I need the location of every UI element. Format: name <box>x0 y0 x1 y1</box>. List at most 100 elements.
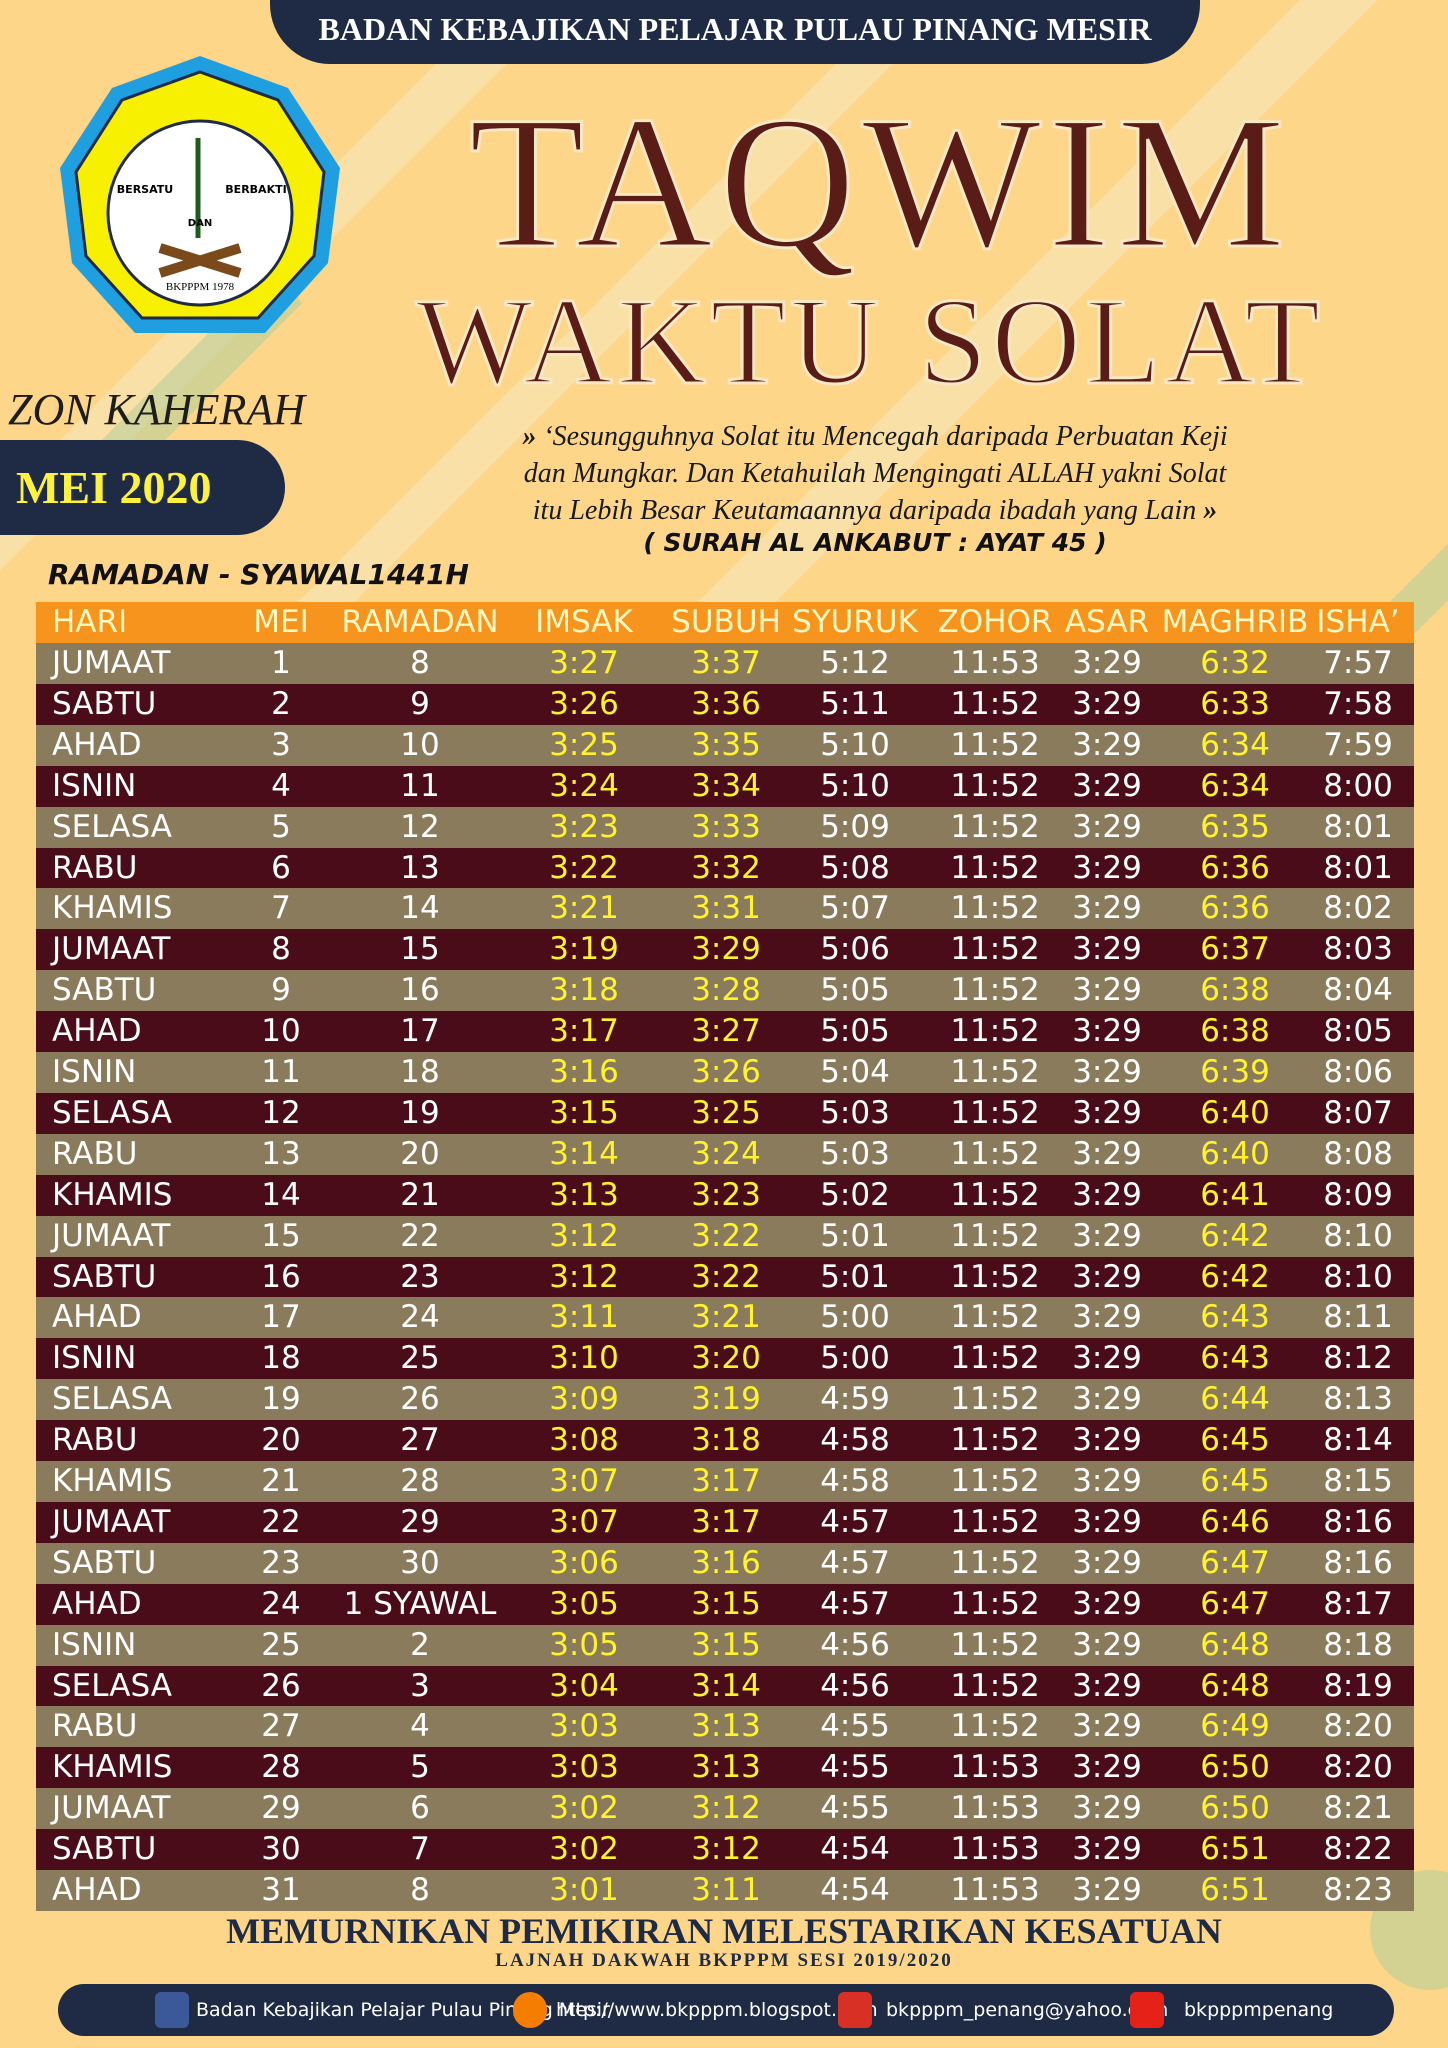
table-cell: 6:34 <box>1200 726 1270 763</box>
table-cell: 5:10 <box>820 767 890 804</box>
table-cell: 29 <box>261 1790 301 1827</box>
table-cell: 7:58 <box>1323 685 1393 722</box>
table-cell: SELASA <box>52 1667 172 1704</box>
table-cell: 3:29 <box>1072 685 1142 722</box>
table-cell: 4:57 <box>820 1544 890 1581</box>
table-cell: 11:52 <box>950 1585 1040 1622</box>
banner: BADAN KEBAJIKAN PELAJAR PULAU PINANG MES… <box>270 0 1200 64</box>
table-cell: 3:11 <box>549 1299 619 1336</box>
table-cell: 6:38 <box>1200 972 1270 1009</box>
table-cell: 11:52 <box>950 1217 1040 1254</box>
table-cell: 8:10 <box>1323 1258 1393 1295</box>
table-cell: 6:43 <box>1200 1299 1270 1336</box>
table-cell: SABTU <box>52 1544 157 1581</box>
table-row: JUMAAT 15 22 3:12 3:22 5:01 11:52 3:29 6:42 8:10 <box>36 1215 1414 1257</box>
table-row: ISNIN 4 11 3:24 3:34 5:10 11:52 3:29 6:34 8:00 <box>36 765 1414 807</box>
table-cell: 3:15 <box>691 1626 761 1663</box>
table-cell: 6:51 <box>1200 1872 1270 1908</box>
motto: MEMURNIKAN PEMIKIRAN MELESTARIKAN KESATU… <box>226 1911 1222 1951</box>
table-row: AHAD 17 24 3:11 3:21 5:00 11:52 3:29 6:43 8:11 <box>36 1297 1414 1339</box>
table-cell: 24 <box>261 1585 301 1622</box>
table-cell: 11:52 <box>950 1544 1040 1581</box>
table-cell: 3:13 <box>691 1708 761 1745</box>
table-cell: AHAD <box>52 1299 142 1336</box>
table-cell: 6:37 <box>1200 931 1270 968</box>
table-cell: KHAMIS <box>52 890 173 927</box>
table-cell: 3:29 <box>691 931 761 968</box>
table-cell: 1 <box>271 645 291 681</box>
social-text[interactable]: bkpppm_penang@yahoo.com <box>886 1999 1169 2021</box>
logo-text: BERSATU <box>117 183 173 196</box>
table-cell: 1 SYAWAL <box>343 1585 497 1622</box>
table-cell: 5:07 <box>820 890 890 927</box>
table-cell: 8:07 <box>1323 1094 1393 1131</box>
table-cell: 3:24 <box>549 767 619 804</box>
session: LAJNAH DAKWAH BKPPPM SESI 2019/2020 <box>495 1950 953 1971</box>
table-cell: 7 <box>410 1831 430 1868</box>
table-cell: 3:29 <box>1072 931 1142 968</box>
table-cell: 6 <box>410 1790 430 1827</box>
table-cell: RABU <box>52 1708 138 1745</box>
table-cell: 3:07 <box>549 1503 619 1540</box>
table-cell: 11:52 <box>950 1299 1040 1336</box>
table-cell: 6:44 <box>1200 1381 1270 1418</box>
table-row: SABTU 30 7 3:02 3:12 4:54 11:53 3:29 6:51 8:22 <box>36 1829 1414 1871</box>
table-cell: 3:24 <box>691 1135 761 1172</box>
table-cell: 5:01 <box>820 1258 890 1295</box>
table-cell: 11:52 <box>950 972 1040 1009</box>
table-cell: 3:34 <box>691 767 761 804</box>
table-cell: 5:10 <box>820 726 890 763</box>
table-cell: 7:59 <box>1323 726 1393 763</box>
table-cell: 4:59 <box>820 1381 890 1418</box>
table-cell: 2 <box>271 685 291 722</box>
table-cell: AHAD <box>52 1872 142 1908</box>
table-cell: 4:55 <box>820 1708 890 1745</box>
social-text[interactable]: bkpppmpenang <box>1184 1999 1334 2021</box>
table-cell: 3:19 <box>691 1381 761 1418</box>
table-cell: 3:18 <box>691 1422 761 1459</box>
logo-text: BKPPPM 1978 <box>166 281 235 293</box>
table-cell: SELASA <box>52 808 172 845</box>
table-cell: 5:08 <box>820 849 890 886</box>
quote-line: » ‘Sesungguhnya Solat itu Mencegah darip… <box>420 418 1330 455</box>
table-cell: 8:17 <box>1323 1585 1393 1622</box>
table-cell: 22 <box>400 1217 440 1254</box>
table-cell: 14 <box>261 1176 301 1213</box>
social-text[interactable]: Badan Kebajikan Pelajar Pulau Pinang Mes… <box>196 1999 610 2021</box>
table-cell: KHAMIS <box>52 1176 173 1213</box>
table-cell: 5:11 <box>820 685 890 722</box>
table-cell: 5:06 <box>820 931 890 968</box>
table-cell: 11:52 <box>950 1708 1040 1745</box>
month: MEI 2020 <box>0 440 285 535</box>
table-cell: 3:13 <box>549 1176 619 1213</box>
table-row: RABU 13 20 3:14 3:24 5:03 11:52 3:29 6:40 8:08 <box>36 1133 1414 1175</box>
table-cell: 3:08 <box>549 1422 619 1459</box>
table-cell: 8:12 <box>1323 1340 1393 1377</box>
table-cell: 3:23 <box>691 1176 761 1213</box>
table-row: SABTU 23 30 3:06 3:16 4:57 11:52 3:29 6:47 8:16 <box>36 1542 1414 1584</box>
table-cell: KHAMIS <box>52 1463 173 1499</box>
table-row: JUMAAT 1 8 3:27 3:37 5:12 11:53 3:29 6:32 7:57 <box>36 643 1414 684</box>
table-cell: 3:29 <box>1072 1013 1142 1050</box>
quote-mark: » <box>522 421 537 452</box>
table-cell: 8 <box>410 1872 430 1908</box>
table-cell: 3:28 <box>691 972 761 1009</box>
table-cell: 3:17 <box>549 1013 619 1050</box>
header-cell: ISHA’ <box>1316 604 1400 640</box>
table-cell: 3:11 <box>691 1872 761 1908</box>
table-cell: 8:14 <box>1323 1422 1393 1459</box>
table-cell: 18 <box>400 1054 440 1090</box>
table-cell: 3:03 <box>549 1749 619 1786</box>
social-text[interactable]: http://www.bkpppm.blogspot.com <box>556 1999 878 2021</box>
table-cell: 5:09 <box>820 808 890 845</box>
table-cell: 8 <box>271 931 291 968</box>
table-cell: 5:05 <box>820 1013 890 1050</box>
logo-text: DAN <box>188 218 212 229</box>
table-cell: 28 <box>261 1749 301 1786</box>
table-cell: 3:29 <box>1072 1135 1142 1172</box>
table-cell: ISNIN <box>52 1626 137 1663</box>
table-cell: 3:02 <box>549 1790 619 1827</box>
table-cell: 3:29 <box>1072 1667 1142 1704</box>
table-cell: 19 <box>261 1381 301 1418</box>
table-cell: 28 <box>400 1463 440 1499</box>
